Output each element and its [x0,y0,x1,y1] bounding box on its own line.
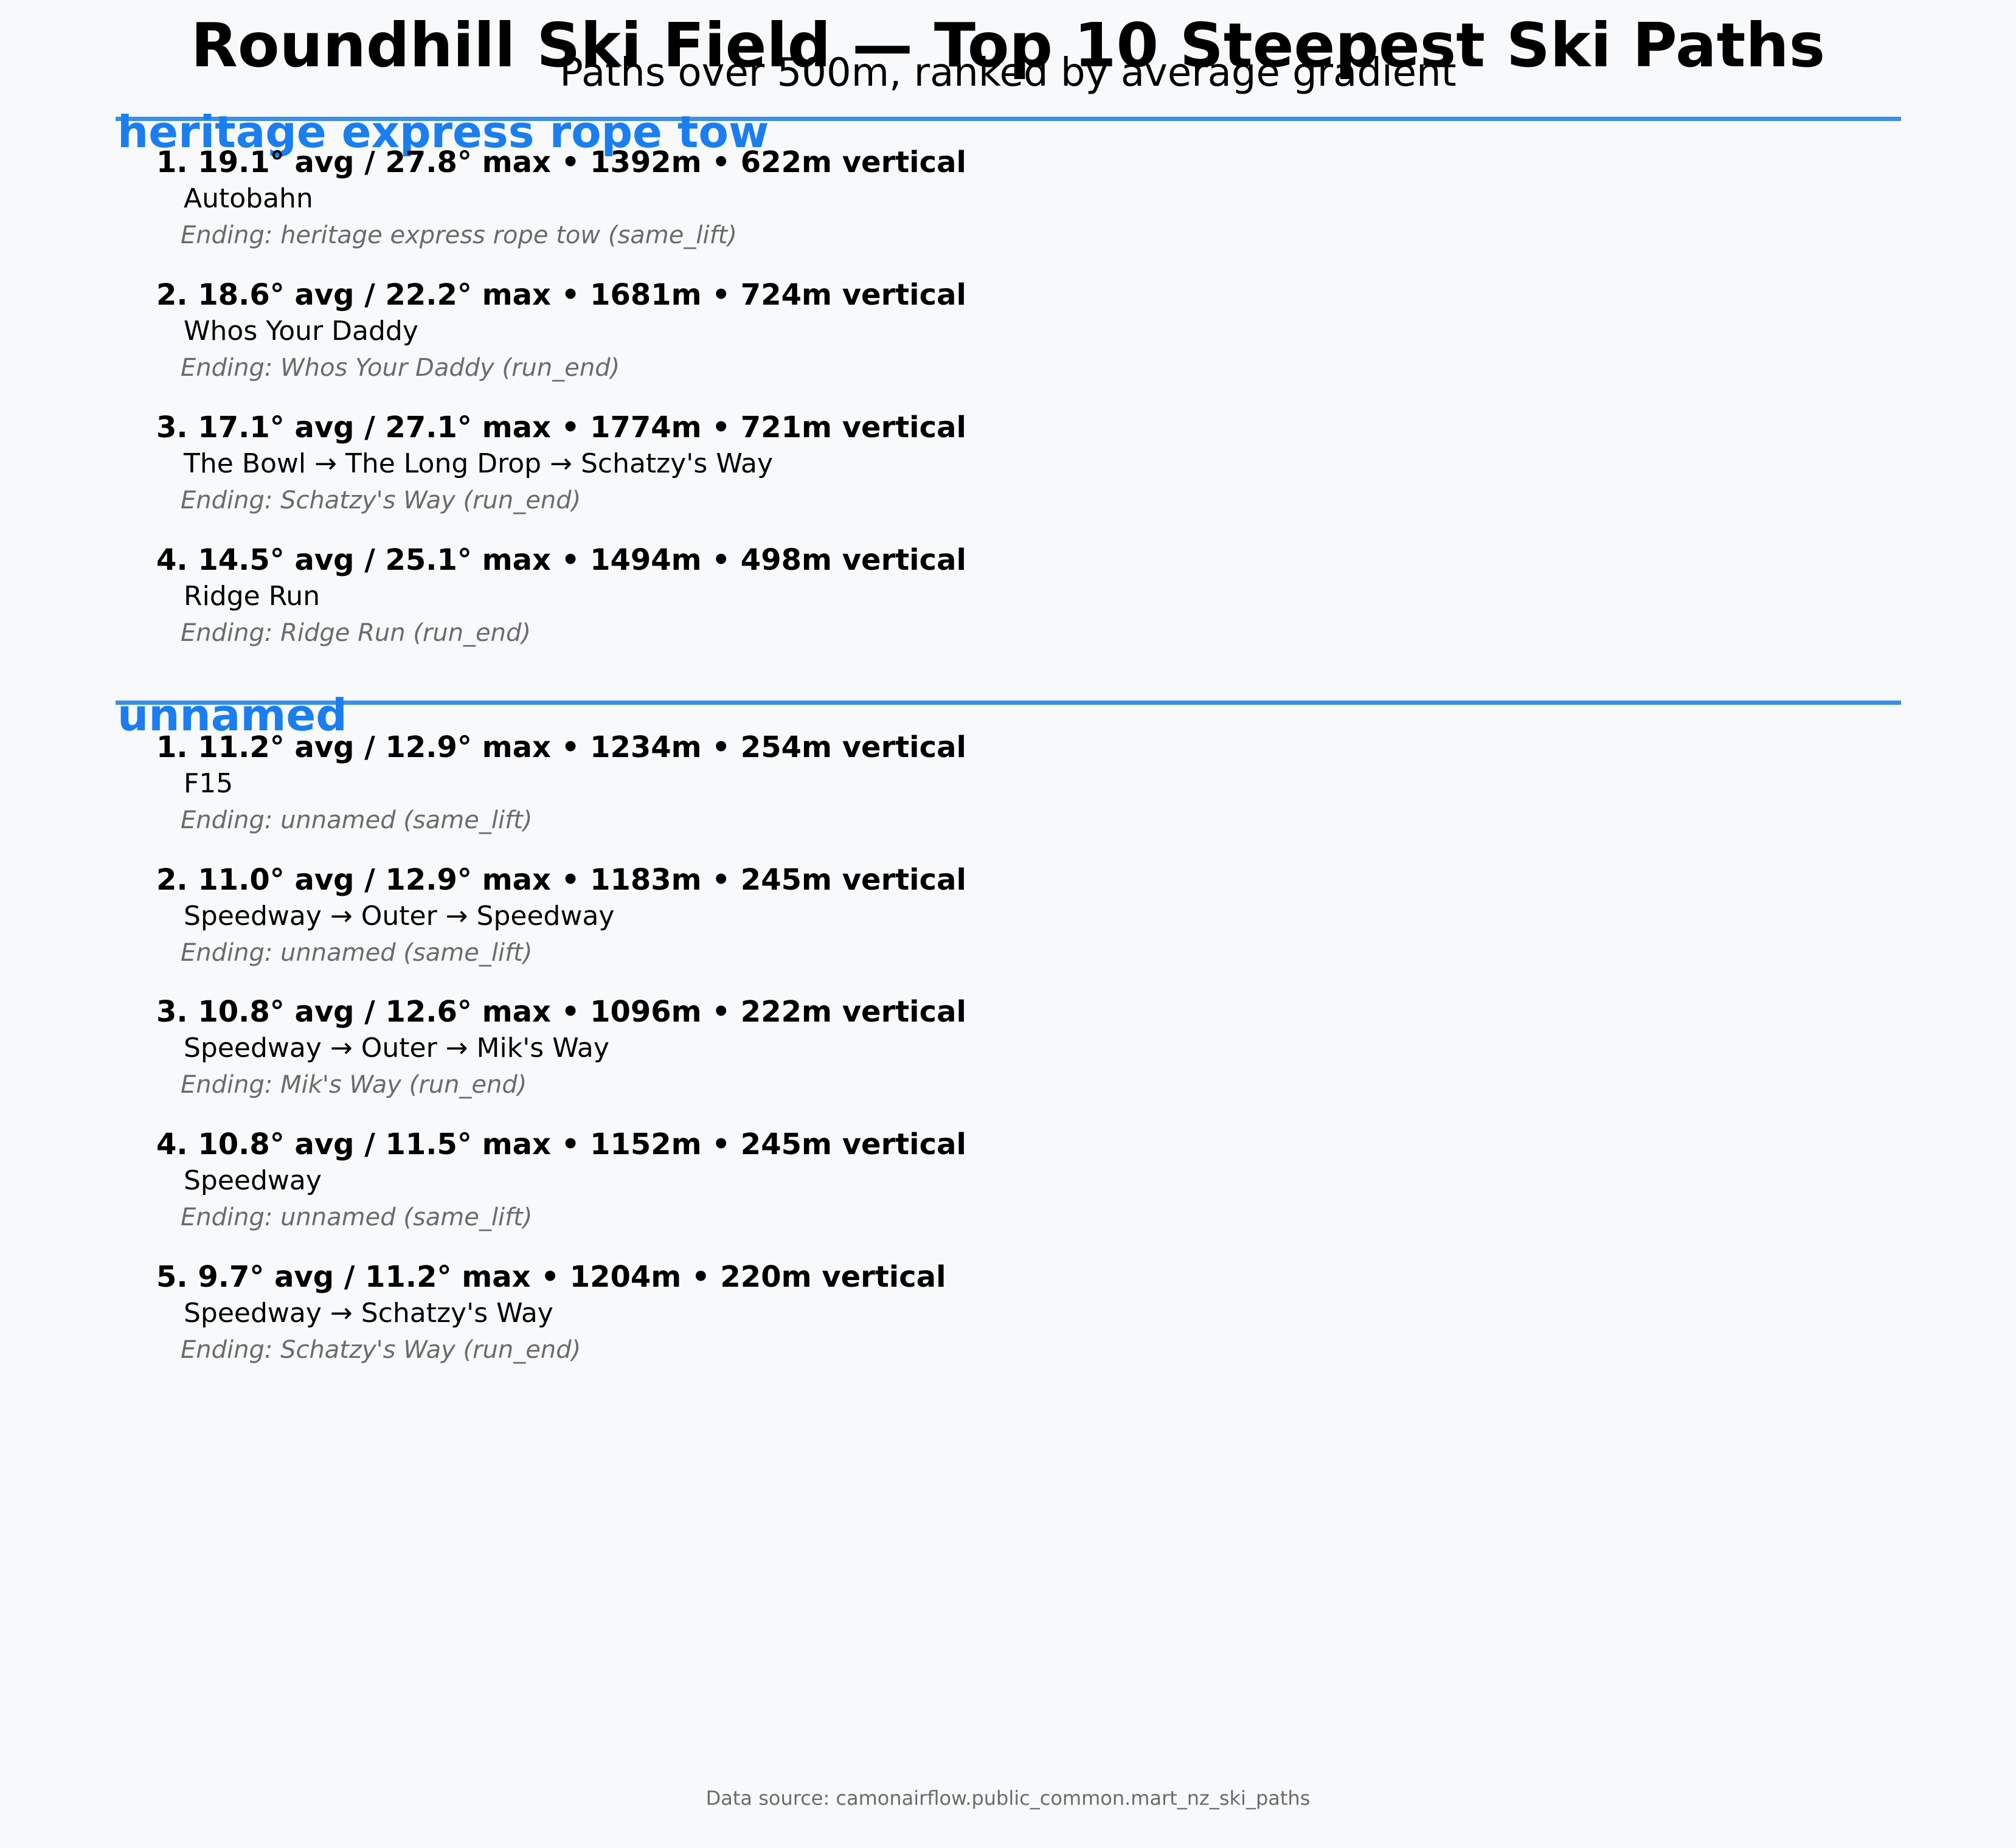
path-ending: Ending: Whos Your Daddy (run_end) [181,354,620,382]
path-route: F15 [184,768,234,799]
path-route: Speedway [184,1165,322,1196]
path-ending: Ending: Mik's Way (run_end) [181,1071,527,1099]
path-item: 3. 10.8° avg / 12.6° max • 1096m • 222m … [0,994,2016,1126]
path-ending: Ending: unnamed (same_lift) [181,806,533,834]
path-ending: Ending: Ridge Run (run_end) [181,619,531,647]
path-item: 2. 11.0° avg / 12.9° max • 1183m • 245m … [0,862,2016,994]
path-item: 3. 17.1° avg / 27.1° max • 1774m • 721m … [0,409,2016,542]
path-route: Speedway → Outer → Mik's Way [184,1033,609,1064]
path-ending: Ending: Schatzy's Way (run_end) [181,486,581,514]
path-stats: 4. 10.8° avg / 11.5° max • 1152m • 245m … [156,1127,966,1161]
path-stats: 3. 17.1° avg / 27.1° max • 1774m • 721m … [156,410,966,445]
path-ending: Ending: unnamed (same_lift) [181,939,533,967]
section-title: heritage express rope tow [117,106,769,157]
section-divider [116,117,1901,121]
path-item: 4. 14.5° avg / 25.1° max • 1494m • 498m … [0,542,2016,674]
path-item: 1. 11.2° avg / 12.9° max • 1234m • 254m … [0,729,2016,862]
path-ending: Ending: Schatzy's Way (run_end) [181,1336,581,1364]
path-item: 2. 18.6° avg / 22.2° max • 1681m • 724m … [0,277,2016,409]
page-title: Roundhill Ski Field — Top 10 Steepest Sk… [190,10,1826,81]
path-stats: 2. 18.6° avg / 22.2° max • 1681m • 724m … [156,278,966,312]
path-route: Ridge Run [184,581,320,612]
path-route: Autobahn [184,183,313,214]
path-ending: Ending: heritage express rope tow (same_… [181,221,737,249]
path-stats: 3. 10.8° avg / 12.6° max • 1096m • 222m … [156,995,966,1029]
path-stats: 1. 19.1° avg / 27.8° max • 1392m • 622m … [156,145,966,179]
path-route: Whos Your Daddy [184,316,418,347]
path-stats: 5. 9.7° avg / 11.2° max • 1204m • 220m v… [156,1260,946,1294]
path-route: The Bowl → The Long Drop → Schatzy's Way [184,448,774,479]
section-divider [116,701,1901,705]
path-stats: 1. 11.2° avg / 12.9° max • 1234m • 254m … [156,730,966,764]
path-route: Speedway → Outer → Speedway [184,901,615,932]
path-route: Speedway → Schatzy's Way [184,1298,553,1329]
page-subtitle: Paths over 500m, ranked by average gradi… [559,50,1457,95]
path-item: 4. 10.8° avg / 11.5° max • 1152m • 245m … [0,1126,2016,1259]
data-source-footer: Data source: camonairflow.public_common.… [705,1787,1311,1810]
path-stats: 4. 14.5° avg / 25.1° max • 1494m • 498m … [156,543,966,577]
path-ending: Ending: unnamed (same_lift) [181,1203,533,1231]
path-stats: 2. 11.0° avg / 12.9° max • 1183m • 245m … [156,863,966,897]
path-item: 1. 19.1° avg / 27.8° max • 1392m • 622m … [0,144,2016,277]
path-item: 5. 9.7° avg / 11.2° max • 1204m • 220m v… [0,1259,2016,1391]
section-title: unnamed [117,690,347,741]
